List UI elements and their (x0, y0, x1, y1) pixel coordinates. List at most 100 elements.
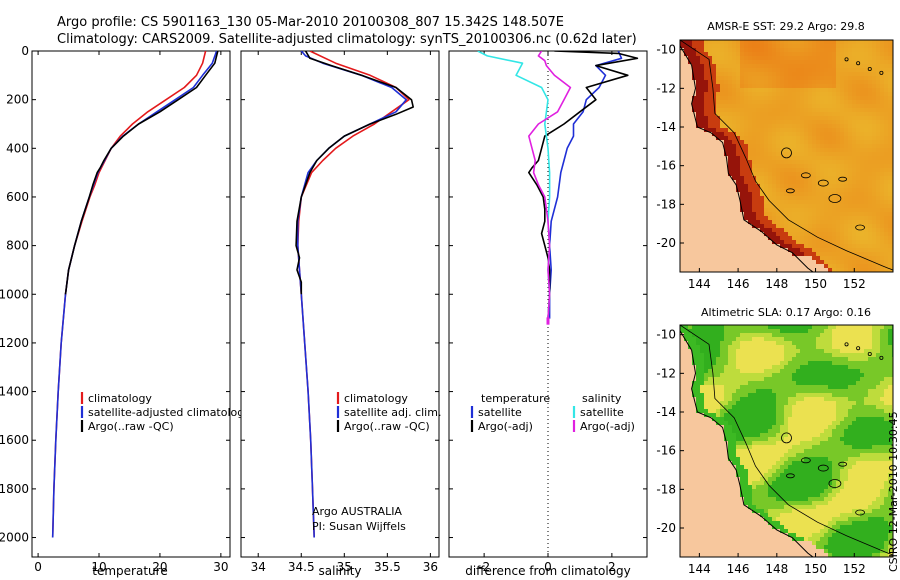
map-cell (820, 160, 825, 165)
map-cell (732, 353, 737, 358)
map-cell (700, 381, 705, 386)
map-cell (748, 252, 753, 257)
map-cell (796, 244, 801, 249)
map-cell (776, 365, 781, 370)
map-cell (704, 116, 709, 121)
map-cell (860, 68, 865, 73)
map-cell (836, 184, 841, 189)
map-cell (816, 357, 821, 362)
map-cell (872, 80, 877, 85)
map-cell (876, 240, 881, 245)
map-cell (884, 196, 889, 201)
map-cell (712, 373, 717, 378)
map-cell (872, 160, 877, 165)
map-cell (692, 124, 697, 129)
map-cell (800, 116, 805, 121)
map-cell (728, 124, 733, 129)
map-cell (872, 409, 877, 414)
map-cell (832, 397, 837, 402)
map-cell (828, 369, 833, 374)
map-cell (788, 116, 793, 121)
map-cell (844, 236, 849, 241)
map-cell (848, 244, 853, 249)
map-cell (888, 381, 893, 386)
map-cell (688, 144, 693, 149)
map-cell (680, 264, 685, 269)
map-cell (700, 357, 705, 362)
map-cell (796, 156, 801, 161)
map-cell (740, 216, 745, 221)
map-cell (836, 176, 841, 181)
map-cell (728, 100, 733, 105)
map-cell (712, 160, 717, 165)
map-cell (884, 393, 889, 398)
map-cell (820, 236, 825, 241)
map-cell (840, 80, 845, 85)
map-cell (712, 80, 717, 85)
map-cell (776, 180, 781, 185)
map-cell (796, 337, 801, 342)
map-cell (768, 92, 773, 97)
map-cell (884, 100, 889, 105)
map-cell (748, 112, 753, 117)
map-cell (844, 429, 849, 434)
map-cell (760, 208, 765, 213)
map-cell (868, 417, 873, 422)
map-cell (736, 409, 741, 414)
map-cell (784, 256, 789, 261)
map-cell (856, 44, 861, 49)
map-cell (792, 68, 797, 73)
map-cell (732, 80, 737, 85)
map-cell (828, 433, 833, 438)
map-cell (844, 385, 849, 390)
map-cell (716, 341, 721, 346)
map-cell (776, 116, 781, 121)
map-cell (852, 333, 857, 338)
map-cell (784, 104, 789, 109)
map-cell (704, 397, 709, 402)
map-cell (804, 240, 809, 245)
map-cell (732, 76, 737, 81)
sla-map-cells (680, 325, 893, 557)
map-cell (804, 192, 809, 197)
map-cell (768, 188, 773, 193)
map-cell (824, 172, 829, 177)
map-cell (848, 421, 853, 426)
map-cell (684, 48, 689, 53)
map-cell (704, 405, 709, 410)
map-cell (724, 341, 729, 346)
map-cell (732, 160, 737, 165)
map-cell (804, 60, 809, 65)
map-cell (708, 260, 713, 265)
map-cell (800, 100, 805, 105)
map-cell (736, 92, 741, 97)
map-cell (840, 140, 845, 145)
map-cell (696, 248, 701, 253)
map-cell (708, 232, 713, 237)
map-cell (840, 100, 845, 105)
map-cell (748, 393, 753, 398)
map-cell (748, 60, 753, 65)
map-cell (704, 188, 709, 193)
map-cell (852, 132, 857, 137)
map-cell (708, 108, 713, 113)
map-cell (812, 176, 817, 181)
map-cell (828, 397, 833, 402)
map-cell (776, 361, 781, 366)
map-cell (868, 132, 873, 137)
map-cell (860, 377, 865, 382)
map-cell (872, 236, 877, 241)
map-cell (680, 72, 685, 77)
map-cell (700, 260, 705, 265)
map-cell (748, 365, 753, 370)
map-cell (756, 184, 761, 189)
map-cell (860, 48, 865, 53)
map-cell (880, 353, 885, 358)
map-cell (784, 377, 789, 382)
map-cell (688, 268, 693, 272)
map-cell (688, 208, 693, 213)
map-cell (764, 84, 769, 89)
map-cell (696, 112, 701, 117)
map-cell (824, 120, 829, 125)
map-cell (680, 252, 685, 257)
